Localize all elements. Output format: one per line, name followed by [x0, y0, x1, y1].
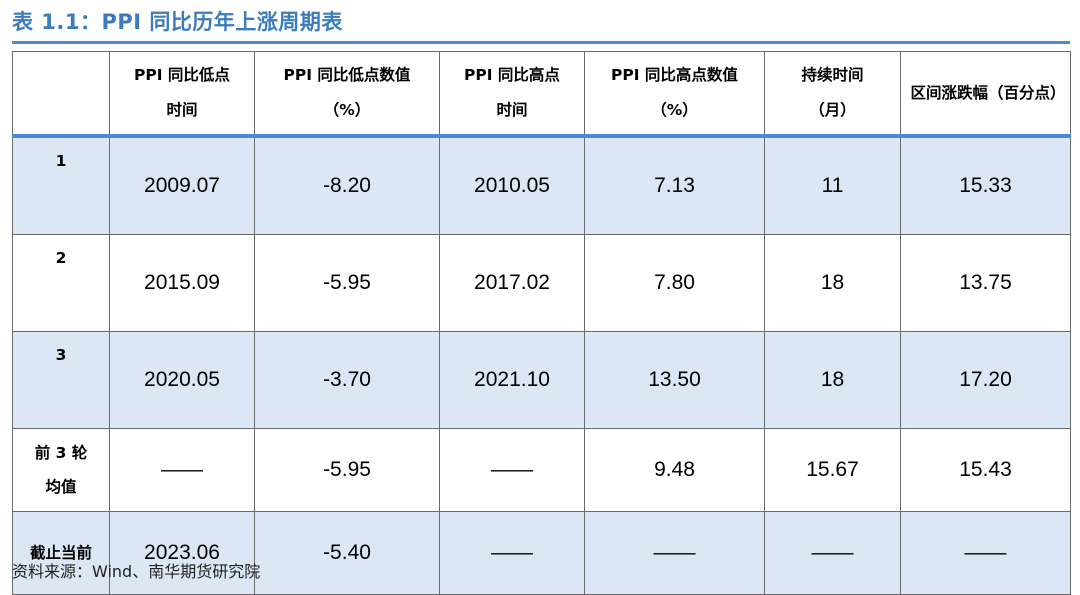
header-cell-low-date: PPI 同比低点时间: [109, 51, 255, 138]
cell-high-value: ——: [584, 511, 765, 595]
cell-range-change: 13.75: [900, 234, 1071, 332]
ppi-cycle-table: PPI 同比低点时间 PPI 同比低点数值（%） PPI 同比高点时间 PPI …: [12, 51, 1071, 595]
cell-low-value: -5.95: [254, 234, 440, 332]
cell-high-date: 2021.10: [439, 331, 585, 429]
cell-low-date: 2009.07: [109, 135, 255, 235]
cell-low-date: 2023.06: [109, 511, 255, 595]
cell-high-value: 7.13: [584, 135, 765, 235]
header-cell-duration: 持续时间（月）: [764, 51, 901, 138]
cell-low-value: -5.40: [254, 511, 440, 595]
cell-duration: 11: [764, 135, 901, 235]
table-title: 表 1.1：PPI 同比历年上涨周期表: [12, 10, 343, 34]
cell-range-change: ——: [900, 511, 1071, 595]
row-label: 前 3 轮均值: [12, 428, 110, 512]
header-cell-high-date: PPI 同比高点时间: [439, 51, 585, 138]
cell-range-change: 17.20: [900, 331, 1071, 429]
title-underline: [12, 41, 1070, 44]
cell-high-value: 13.50: [584, 331, 765, 429]
row-label: 截止当前: [12, 511, 110, 595]
cell-high-date: 2017.02: [439, 234, 585, 332]
cell-duration: 18: [764, 234, 901, 332]
cell-low-date: 2020.05: [109, 331, 255, 429]
cell-high-value: 9.48: [584, 428, 765, 512]
header-row: PPI 同比低点时间 PPI 同比低点数值（%） PPI 同比高点时间 PPI …: [12, 51, 1071, 138]
cell-high-value: 7.80: [584, 234, 765, 332]
cell-low-date: ——: [109, 428, 255, 512]
source-note: 资料来源：Wind、南华期货研究院: [12, 562, 261, 581]
cell-high-date: ——: [439, 428, 585, 512]
row-label: 3: [12, 331, 110, 429]
table-row: 2 2015.09 -5.95 2017.02 7.80 18 13.75: [12, 234, 1071, 332]
cell-range-change: 15.43: [900, 428, 1071, 512]
row-label: 2: [12, 234, 110, 332]
table-row: 1 2009.07 -8.20 2010.05 7.13 11 15.33: [12, 135, 1071, 235]
table-row: 前 3 轮均值 —— -5.95 —— 9.48 15.67 15.43: [12, 428, 1071, 512]
cell-low-date: 2015.09: [109, 234, 255, 332]
cell-low-value: -3.70: [254, 331, 440, 429]
cell-range-change: 15.33: [900, 135, 1071, 235]
header-cell-high-value: PPI 同比高点数值（%）: [584, 51, 765, 138]
header-cell-range-change: 区间涨跌幅（百分点）: [900, 51, 1071, 138]
header-cell-low-value: PPI 同比低点数值（%）: [254, 51, 440, 138]
cell-duration: ——: [764, 511, 901, 595]
cell-high-date: 2010.05: [439, 135, 585, 235]
table-row: 3 2020.05 -3.70 2021.10 13.50 18 17.20: [12, 331, 1071, 429]
cell-low-value: -5.95: [254, 428, 440, 512]
cell-duration: 18: [764, 331, 901, 429]
cell-high-date: ——: [439, 511, 585, 595]
header-cell-corner: [12, 51, 110, 138]
table-row: 截止当前 2023.06 -5.40 —— —— —— ——: [12, 511, 1071, 595]
row-label: 1: [12, 135, 110, 235]
cell-low-value: -8.20: [254, 135, 440, 235]
cell-duration: 15.67: [764, 428, 901, 512]
